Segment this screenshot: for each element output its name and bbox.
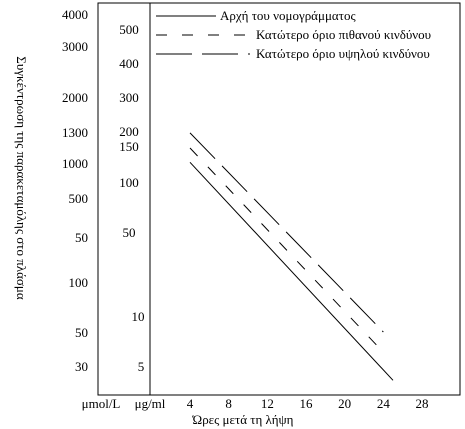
left-tick-label: 50: [75, 230, 88, 245]
unit-left-label: μmol/L: [82, 396, 121, 411]
unit-right-label: μg/ml: [135, 396, 166, 411]
x-tick-label: 28: [416, 396, 429, 411]
left-tick-label: 30: [75, 359, 88, 374]
right-tick-label: 100: [119, 175, 139, 190]
right-tick-label: 400: [119, 56, 139, 71]
series-line-dashed-short: [189, 147, 384, 353]
y-axis-title: Συγκέντρωση της παρακεταμόλης στο πλάσμα: [14, 56, 29, 300]
x-ticks: 4 8 12 16 20 24 28: [187, 396, 429, 411]
legend: Αρχή του νομογράμματος Κατώτερο όριο πιθ…: [156, 8, 431, 61]
left-tick-label: 3000: [62, 39, 88, 54]
legend-label: Κατώτερο όριο πιθανού κινδύνου: [256, 27, 431, 42]
plot-frame: [97, 2, 461, 396]
x-tick-label: 12: [261, 396, 274, 411]
left-tick-label: 50: [75, 325, 88, 340]
right-tick-label: 500: [119, 22, 139, 37]
right-tick-label: 5: [138, 359, 145, 374]
right-tick-label: 200: [119, 124, 139, 139]
legend-label: Αρχή του νομογράμματος: [220, 8, 356, 23]
left-tick-label: 2000: [62, 90, 88, 105]
series-line-dashed-long: [189, 132, 384, 333]
x-axis-title: Ώρες μετά τη λήψη: [192, 412, 294, 427]
legend-label: Κατώτερο όριο υψηλού κινδύνου: [256, 46, 430, 61]
left-tick-label: 1000: [62, 156, 88, 171]
right-tick-label: 10: [132, 309, 145, 324]
right-tick-label: 50: [123, 225, 136, 240]
x-tick-label: 24: [377, 396, 391, 411]
right-tick-label: 150: [119, 139, 139, 154]
x-tick-label: 4: [187, 396, 194, 411]
left-tick-label: 100: [69, 275, 89, 290]
right-tick-label: 300: [119, 90, 139, 105]
left-tick-label: 500: [69, 191, 89, 206]
right-ticks: 500 400 300 200 150 100 50 10 5: [119, 22, 144, 374]
x-tick-label: 16: [300, 396, 314, 411]
x-tick-label: 8: [225, 396, 232, 411]
series-lines: [189, 132, 394, 381]
left-tick-label: 1300: [62, 125, 88, 140]
left-tick-label: 4000: [62, 7, 88, 22]
left-ticks: 4000 3000 2000 1300 1000 500 50 100 50 3…: [62, 7, 88, 374]
series-line-solid: [189, 161, 394, 381]
x-tick-label: 20: [338, 396, 351, 411]
